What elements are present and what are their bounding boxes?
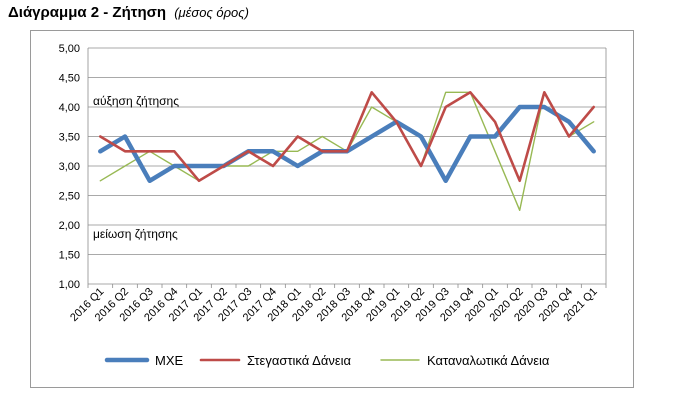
y-tick-label: 3,00 bbox=[59, 161, 80, 173]
y-tick-label: 3,50 bbox=[59, 132, 80, 144]
line-chart: 5,004,504,003,503,002,502,001,501,002016… bbox=[59, 43, 607, 368]
y-tick-label: 2,00 bbox=[59, 220, 80, 232]
legend-label: Καταναλωτικά Δάνεια bbox=[427, 353, 550, 368]
y-tick-label: 1,50 bbox=[59, 250, 80, 262]
chart-frame: 5,00 4,50 4,00 3,50 3,00 2,50 2,00 1,50 1,00 2016… bbox=[30, 30, 634, 388]
chart-title-main: Διάγραμμα 2 - Ζήτηση bbox=[8, 4, 167, 21]
chart-title: Διάγραμμα 2 - Ζήτηση (μέσος όρος) bbox=[8, 4, 249, 21]
y-tick-label: 2,50 bbox=[59, 191, 80, 203]
y-tick-label: 5,00 bbox=[59, 43, 80, 55]
legend-label: ΜΧΕ bbox=[155, 353, 184, 368]
series-line-1 bbox=[99, 90, 596, 183]
series-line-0 bbox=[98, 104, 596, 184]
y-tick-label: 1,00 bbox=[59, 279, 80, 291]
y-tick-label: 4,00 bbox=[59, 102, 80, 114]
chart-title-subtitle: (μέσος όρος) bbox=[174, 5, 249, 20]
legend-label: Στεγαστικά Δάνεια bbox=[247, 353, 352, 368]
annotation-label: μείωση ζήτησης bbox=[93, 227, 178, 241]
y-tick-label: 4,50 bbox=[59, 73, 80, 85]
annotation-label: αύξηση ζήτησης bbox=[93, 94, 179, 108]
